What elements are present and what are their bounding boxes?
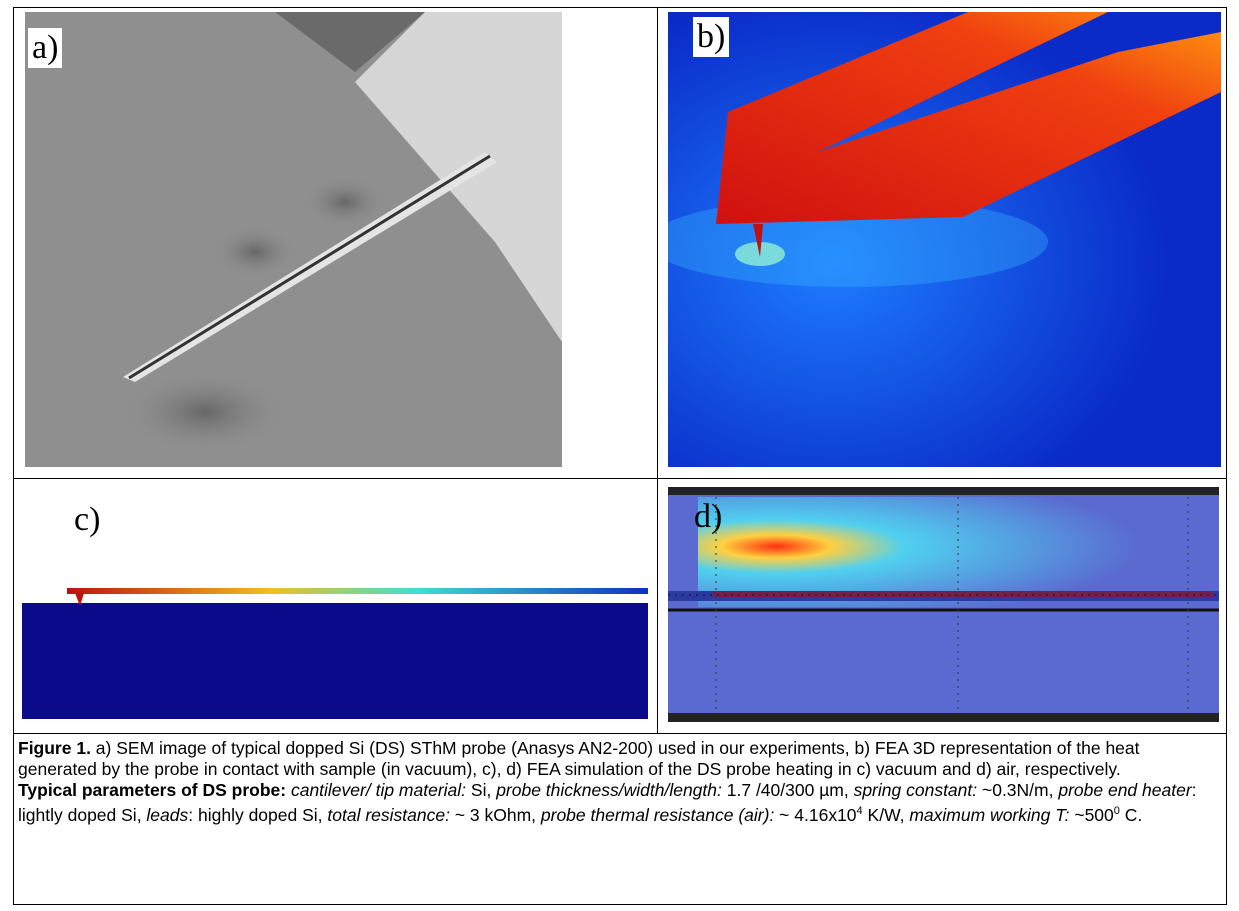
param-text: C. [1120,805,1142,825]
fea-air [668,487,1219,722]
param-text: probe thermal resistance (air): [541,805,774,825]
param-text: K/W, [863,805,910,825]
param-text: : highly doped Si, [188,805,327,825]
param-text: ~ 4.16x10 [774,805,856,825]
param-text: ~ 3 kOhm, [450,805,541,825]
param-text: ~500 [1069,805,1113,825]
panel-label: d) [690,497,726,537]
sem-image [25,12,562,467]
param-text: maximum working T: [909,805,1069,825]
caption-params: Typical parameters of DS probe: cantilev… [18,780,1223,826]
params-label: Typical parameters of DS probe: [18,780,286,800]
param-text: probe thickness/width/length: [496,780,722,800]
param-text: spring constant: [854,780,978,800]
caption-figure: Figure 1. a) SEM image of typical dopped… [18,738,1223,780]
param-text: Si, [466,780,496,800]
param-text: ~0.3N/m, [977,780,1058,800]
param-text: cantilever/ tip material: [286,780,466,800]
figure-label: Figure 1. [18,738,91,758]
param-text: 1.7 /40/300 µm, [722,780,854,800]
caption: Figure 1. a) SEM image of typical dopped… [18,738,1223,826]
fea-vacuum [22,487,648,719]
figure-text: a) SEM image of typical dopped Si (DS) S… [18,738,1140,779]
page: a) b) c) d) Figure 1. a) SEM image of ty… [0,0,1239,911]
param-text: leads [146,805,188,825]
fea-3d [668,12,1221,467]
panel-label: b) [693,17,729,57]
panel-label: a) [28,28,62,68]
panel-label: c) [70,500,104,540]
param-text: probe end heater [1058,780,1191,800]
param-text: total resistance: [327,805,450,825]
